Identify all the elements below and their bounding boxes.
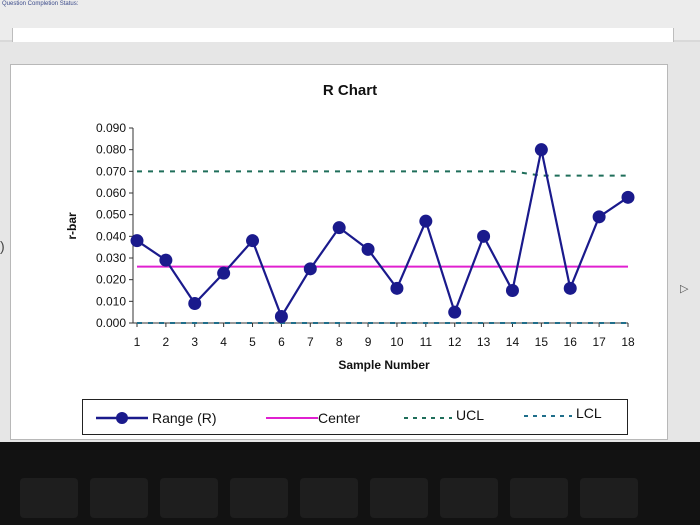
y-axis-label: r-bar	[65, 212, 79, 240]
x-tick-label: 6	[278, 335, 285, 349]
x-tick-label: 5	[249, 335, 256, 349]
y-tick-label: 0.020	[96, 273, 126, 287]
data-point-range-r	[130, 234, 144, 248]
series-line-range-r	[136, 149, 629, 319]
keyboard-key	[20, 478, 78, 518]
x-tick-label: 11	[420, 335, 433, 349]
y-tick-label: 0.000	[96, 316, 126, 330]
data-point-range-r	[448, 305, 462, 319]
x-tick-label: 18	[621, 335, 635, 349]
legend-ucl-label: UCL	[456, 407, 484, 423]
chart-panel	[10, 64, 668, 440]
legend-lcl-label: LCL	[576, 405, 602, 421]
data-point-range-r	[390, 281, 404, 295]
data-point-range-r	[159, 253, 173, 267]
y-ticks: 0.000 0.010 0.020 0.030 0.040 0.050 0.060 0.070…	[96, 121, 133, 330]
legend-range-marker	[116, 412, 128, 424]
data-point-range-r	[505, 284, 519, 297]
y-tick-label: 0.050	[96, 208, 126, 222]
keyboard-key	[580, 478, 638, 518]
y-tick-label: 0.070	[96, 164, 126, 178]
data-point-range-r	[361, 242, 375, 256]
data-point-range-r	[563, 281, 577, 295]
y-tick-label: 0.080	[96, 143, 126, 157]
data-point-range-r	[477, 229, 491, 243]
x-tick-label: 7	[307, 335, 314, 349]
x-tick-label: 10	[390, 335, 404, 349]
keyboard-key	[440, 478, 498, 518]
y-tick-label: 0.040	[96, 229, 126, 243]
chevron-right-icon[interactable]: )	[0, 238, 5, 254]
y-tick-label: 0.030	[96, 251, 126, 265]
data-point-range-r	[332, 221, 346, 235]
mouse-cursor-icon: ▷	[680, 283, 689, 295]
data-point-range-r	[534, 143, 548, 157]
x-tick-label: 2	[163, 335, 170, 349]
x-ticks: 1 2 3 4 5 6 7 8 9 10 11 12 13 14 15 16 17 18	[134, 323, 635, 349]
y-tick-label: 0.010	[96, 294, 126, 308]
chart-title: R Chart	[322, 82, 378, 99]
legend-center-label: Center	[318, 410, 360, 426]
keyboard-key	[160, 478, 218, 518]
x-tick-label: 15	[535, 335, 549, 349]
data-point-range-r	[303, 262, 317, 276]
x-tick-label: 16	[564, 335, 578, 349]
x-tick-label: 12	[448, 335, 462, 349]
data-point-range-r	[217, 266, 231, 280]
x-tick-label: 17	[592, 335, 606, 349]
data-point-range-r	[621, 190, 635, 204]
x-tick-label: 3	[191, 335, 198, 349]
y-tick-label: 0.060	[96, 186, 126, 200]
data-point-range-r	[592, 210, 606, 224]
series-layer	[130, 143, 635, 324]
x-tick-label: 14	[506, 335, 520, 349]
keyboard-key	[510, 478, 568, 518]
question-completion-status: Question Completion Status:	[2, 1, 79, 7]
keyboard-key	[370, 478, 428, 518]
x-tick-label: 13	[477, 335, 491, 349]
x-tick-label: 8	[336, 335, 343, 349]
x-tick-label: 1	[134, 335, 141, 349]
legend-range-label: Range (R)	[152, 410, 217, 426]
data-point-range-r	[188, 297, 202, 310]
x-tick-label: 4	[220, 335, 227, 349]
y-tick-label: 0.090	[96, 121, 126, 135]
keyboard-key	[300, 478, 358, 518]
data-point-range-r	[246, 234, 260, 248]
x-tick-label: 9	[365, 335, 372, 349]
keyboard-key	[230, 478, 288, 518]
keyboard-key	[90, 478, 148, 518]
data-point-range-r	[419, 214, 433, 228]
x-axis-label: Sample Number	[338, 358, 430, 372]
data-point-range-r	[274, 310, 288, 323]
